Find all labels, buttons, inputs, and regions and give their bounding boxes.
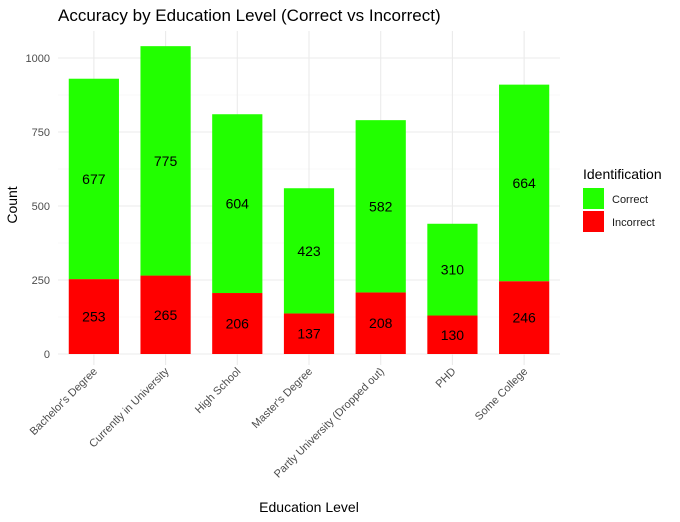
bar-segment-correct (355, 120, 406, 293)
bar-segment-incorrect (427, 315, 478, 354)
bar-segment-incorrect (355, 292, 406, 354)
bars: 253 677 265 775 206 604 137 423 208 582 130 310 246 6… (68, 46, 550, 354)
x-tick-label: Master's Degree (250, 366, 315, 431)
x-axis-title: Education Level (259, 499, 359, 515)
bar-segment-incorrect (499, 281, 550, 354)
bar-segment-incorrect (140, 275, 191, 354)
bar-segment-incorrect (212, 293, 263, 354)
bar-value-label: 775 (154, 153, 178, 169)
bar-value-label: 137 (297, 326, 321, 342)
bar-value-label: 206 (226, 316, 250, 332)
bar-value-label: 664 (512, 175, 536, 191)
bar-value-label: 253 (82, 309, 106, 325)
y-tick-label: 0 (44, 349, 50, 361)
x-tick-label: High School (193, 366, 243, 416)
bar-segment-incorrect (68, 279, 119, 354)
bar-segment-correct (283, 188, 335, 314)
legend-title: Identification (583, 166, 662, 182)
x-tick-label: Bachelor's Degree (28, 366, 100, 438)
y-tick-label: 500 (32, 201, 50, 213)
bar-segment-correct (499, 84, 550, 282)
legend-label: Incorrect (612, 217, 655, 229)
y-tick-label: 250 (32, 275, 50, 287)
x-tick-label: PHD (434, 366, 459, 391)
bar-value-label: 265 (154, 307, 178, 323)
x-tick-label: Some College (473, 366, 530, 423)
y-axis-title: Count (4, 186, 20, 223)
bar-value-label: 423 (297, 243, 321, 259)
x-tick-label: Currently in University (87, 365, 172, 450)
y-axis-ticks: 0 250 500 750 1000 (26, 53, 50, 361)
bar-segment-correct (427, 223, 478, 316)
legend-swatch-incorrect (583, 211, 604, 232)
bar-segment-correct (212, 114, 263, 294)
bar-segment-correct (68, 78, 119, 280)
chart-title: Accuracy by Education Level (Correct vs … (58, 6, 441, 25)
bar-value-label: 582 (369, 198, 393, 214)
bar-value-label: 246 (512, 310, 536, 326)
bar-value-label: 208 (369, 315, 393, 331)
bar-value-label: 310 (441, 262, 465, 278)
bar-value-label: 604 (226, 196, 250, 212)
y-tick-label: 1000 (26, 53, 50, 65)
legend-label: Correct (612, 194, 648, 206)
bar-value-label: 130 (441, 327, 465, 343)
bar-segment-incorrect (283, 313, 335, 354)
bar-value-label: 677 (82, 171, 106, 187)
bar-segment-correct (140, 46, 191, 276)
legend: Identification Correct Incorrect (583, 166, 662, 232)
legend-swatch-correct (583, 188, 604, 209)
y-tick-label: 750 (32, 127, 50, 139)
